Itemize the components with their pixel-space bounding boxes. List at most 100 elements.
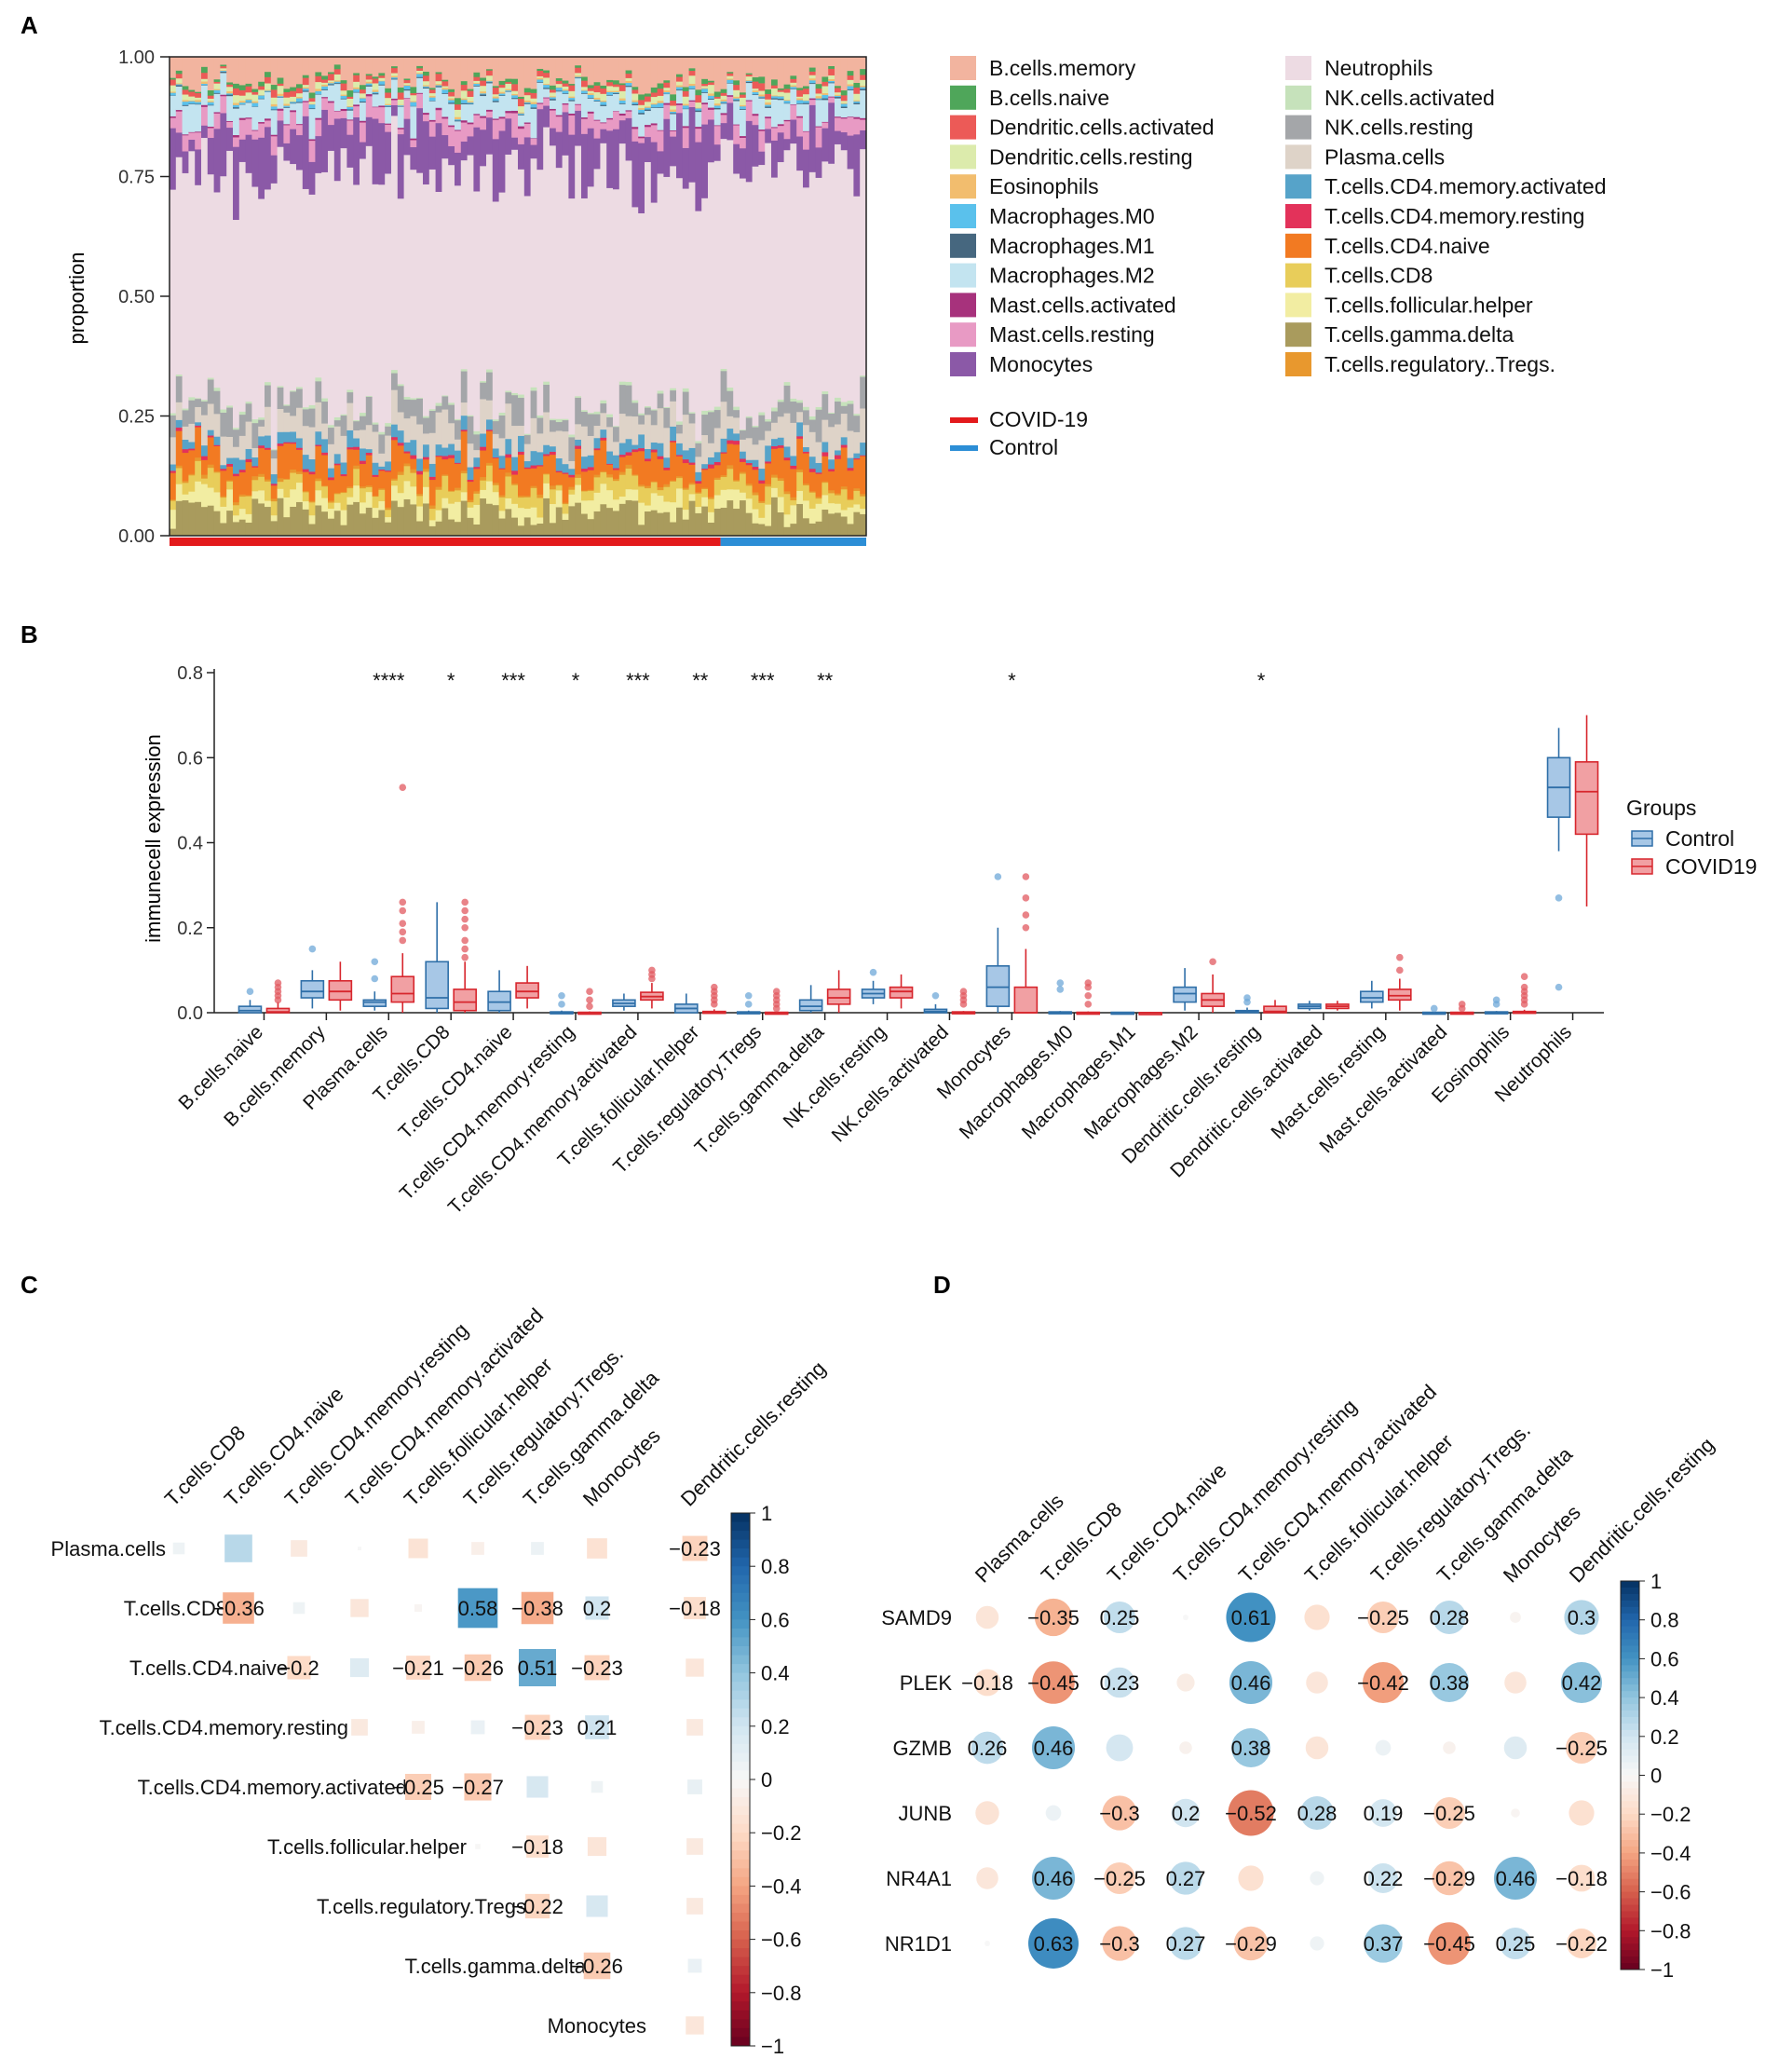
- stack-segment: [790, 75, 797, 79]
- correlation-value: −0.22: [1555, 1932, 1608, 1956]
- stack-segment: [328, 81, 335, 84]
- stack-segment: [593, 119, 601, 121]
- colorbar-cell: [731, 1725, 750, 1736]
- stack-segment: [752, 94, 759, 115]
- stack-segment: [233, 473, 240, 477]
- stack-segment: [505, 78, 512, 83]
- stack-segment: [587, 489, 594, 491]
- stack-segment: [410, 472, 417, 487]
- stack-segment: [645, 487, 652, 506]
- stack-segment: [562, 92, 569, 94]
- stack-segment: [441, 456, 449, 460]
- stack-segment: [670, 105, 677, 110]
- correlation-circle: [1375, 1739, 1392, 1756]
- stack-segment: [333, 419, 341, 427]
- stack-segment: [543, 84, 550, 89]
- correlation-value: −0.29: [1225, 1932, 1277, 1956]
- stack-segment: [657, 173, 664, 391]
- correlation-cell: [591, 1780, 604, 1793]
- y-tick-label: 1.00: [118, 48, 155, 68]
- group-legend-swatch: [950, 417, 978, 423]
- stack-segment: [536, 68, 544, 72]
- stack-segment: [467, 479, 474, 483]
- stack-segment: [618, 503, 626, 537]
- stack-segment: [600, 100, 607, 102]
- stack-segment: [270, 498, 278, 502]
- stack-segment: [828, 57, 835, 66]
- stack-segment: [467, 122, 474, 125]
- stack-segment: [645, 458, 652, 462]
- stack-segment: [783, 100, 791, 103]
- stack-segment: [790, 89, 797, 105]
- stack-segment: [771, 438, 779, 446]
- stack-segment: [688, 83, 696, 87]
- stack-segment: [727, 140, 734, 388]
- stack-segment: [416, 73, 424, 75]
- stack-segment: [378, 431, 386, 435]
- stack-segment: [562, 90, 569, 94]
- stack-segment: [815, 521, 822, 537]
- stack-segment: [822, 128, 829, 162]
- stack-segment: [587, 98, 594, 112]
- stack-segment: [333, 82, 341, 85]
- stack-segment: [340, 435, 347, 463]
- stack-segment: [460, 430, 468, 471]
- stack-segment: [321, 79, 329, 83]
- stack-segment: [796, 100, 804, 103]
- stack-segment: [543, 83, 550, 86]
- stack-segment: [188, 89, 196, 92]
- stack-segment: [752, 124, 759, 167]
- stack-segment: [226, 95, 234, 121]
- stack-segment: [568, 96, 576, 99]
- stack-segment: [708, 107, 715, 110]
- correlation-circle: [1433, 1601, 1466, 1634]
- stack-segment: [308, 139, 316, 142]
- stack-segment: [428, 479, 436, 506]
- stack-segment: [645, 93, 652, 97]
- box: [300, 979, 325, 999]
- stack-segment: [688, 57, 696, 69]
- stack-segment: [188, 103, 196, 132]
- stack-segment: [220, 175, 227, 410]
- stack-segment: [505, 83, 512, 89]
- stack-segment: [657, 489, 664, 497]
- colorbar-cell: [731, 1664, 750, 1674]
- stack-segment: [170, 85, 177, 92]
- stack-segment: [752, 115, 759, 126]
- stack-segment: [740, 97, 747, 105]
- stack-segment: [853, 415, 861, 432]
- stack-segment: [853, 102, 861, 104]
- stack-segment: [428, 121, 436, 137]
- outlier-point: [461, 906, 469, 915]
- stack-segment: [518, 169, 525, 395]
- stack-segment: [448, 89, 455, 92]
- stack-segment: [840, 107, 848, 118]
- legend-swatch: [1285, 144, 1311, 170]
- stack-segment: [530, 525, 537, 537]
- stack-segment: [796, 89, 804, 97]
- stack-segment: [581, 500, 589, 514]
- stack-segment: [245, 496, 252, 514]
- stack-segment: [188, 473, 196, 476]
- stack-segment: [428, 136, 436, 170]
- stack-segment: [670, 426, 677, 442]
- stack-segment: [543, 72, 550, 78]
- stack-segment: [543, 412, 550, 445]
- stack-segment: [201, 84, 209, 86]
- stack-segment: [745, 79, 753, 81]
- stack-segment: [473, 83, 481, 86]
- correlation-circle: [1171, 1798, 1201, 1828]
- stack-segment: [606, 507, 614, 537]
- stack-segment: [530, 157, 537, 388]
- stack-segment: [523, 102, 531, 104]
- stack-segment: [302, 84, 309, 88]
- stack-segment: [638, 447, 645, 452]
- row-label: T.cells.regulatory.Tregs: [317, 1895, 526, 1918]
- stack-segment: [645, 448, 652, 459]
- stack-segment: [828, 68, 835, 75]
- stack-segment: [790, 143, 797, 399]
- correlation-cell: [686, 1719, 703, 1736]
- stack-segment: [308, 514, 316, 525]
- stack-segment: [650, 481, 658, 483]
- stack-segment: [492, 491, 499, 506]
